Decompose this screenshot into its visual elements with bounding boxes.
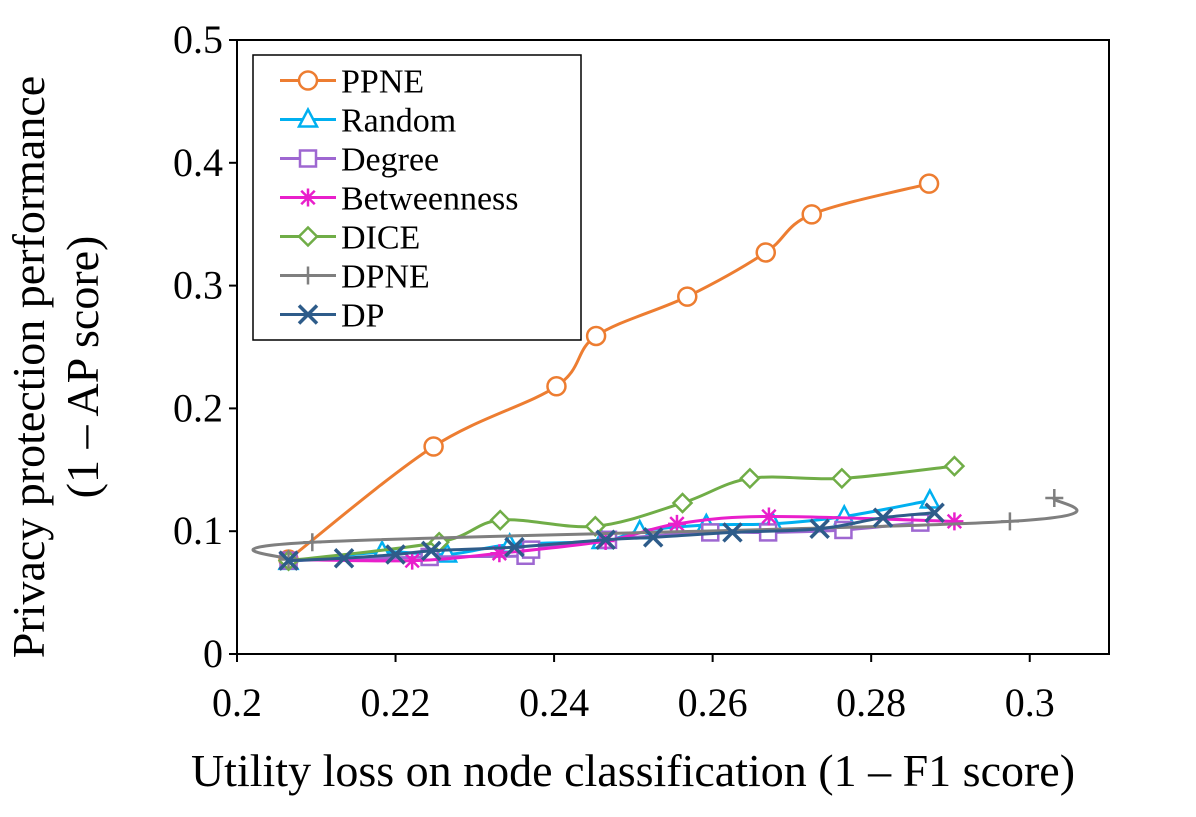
data-point-degree xyxy=(911,513,930,532)
y-axis-title: Privacy protection performance (1 – AP s… xyxy=(3,76,108,658)
data-point-betweenness xyxy=(667,514,686,533)
legend-marker-ppne xyxy=(297,70,319,91)
data-point-ppne xyxy=(801,204,822,225)
legend-label-dp: DP xyxy=(341,298,384,335)
legend-marker-betweenness xyxy=(299,188,317,207)
legend-label-dice: DICE xyxy=(341,220,420,257)
data-point-dp xyxy=(872,507,894,528)
legend-label-betweenness: Betweenness xyxy=(341,181,519,218)
legend-marker-dice xyxy=(297,225,319,248)
legend-entry-ppne: PPNE xyxy=(280,64,424,101)
data-point-dp xyxy=(385,544,406,565)
y-tick-label: 0.5 xyxy=(173,17,223,62)
x-tick-label: 0.3 xyxy=(1005,680,1055,725)
data-point-dp xyxy=(924,502,945,524)
data-point-betweenness xyxy=(759,507,778,526)
data-point-dice xyxy=(489,509,511,531)
plot-frame xyxy=(236,39,1110,655)
legend-marker-random xyxy=(296,106,320,128)
legend-marker-dpne xyxy=(299,266,317,285)
data-point-dpne xyxy=(303,533,322,552)
data-point-dice xyxy=(584,515,607,538)
series xyxy=(251,173,1079,572)
legend-marker-dp xyxy=(297,304,319,325)
data-point-dpne xyxy=(1000,512,1019,531)
x-axis-title: Utility loss on node classification (1 –… xyxy=(191,745,1075,796)
data-point-dp xyxy=(420,540,442,562)
y-tick-label: 0.3 xyxy=(173,263,223,308)
series-line-dpne xyxy=(251,496,1079,561)
x-tick-label: 0.2 xyxy=(212,680,262,725)
data-point-dp xyxy=(722,522,743,543)
y-tick-label: 0.1 xyxy=(173,508,223,553)
legend-entry-betweenness: Betweenness xyxy=(280,181,519,218)
series-ppne xyxy=(278,173,940,570)
data-point-betweenness xyxy=(490,544,509,563)
data-point-ppne xyxy=(755,242,776,263)
legend-label-random: Random xyxy=(341,103,456,140)
y-tick-label: 0 xyxy=(203,631,223,676)
data-point-dp xyxy=(333,547,355,569)
legend-entry-dpne: DPNE xyxy=(280,259,430,296)
data-point-dice xyxy=(943,455,966,477)
data-point-ppne xyxy=(918,173,940,194)
legend-entry-dp: DP xyxy=(280,298,384,335)
legend-entry-degree: Degree xyxy=(280,142,439,179)
x-tick-label: 0.22 xyxy=(361,680,431,725)
data-point-dp xyxy=(809,518,830,539)
data-point-dice xyxy=(831,467,853,490)
data-point-dp xyxy=(278,550,299,571)
legend-label-dpne: DPNE xyxy=(341,259,430,296)
data-point-ppne xyxy=(423,436,444,457)
legend-marker-degree xyxy=(298,149,318,168)
x-tick-label: 0.24 xyxy=(519,680,589,725)
legend-entry-dice: DICE xyxy=(280,220,420,257)
y-ticks: 0 0.1 0.2 0.3 0.4 0.5 xyxy=(173,17,237,676)
y-tick-label: 0.2 xyxy=(173,385,223,430)
legend-label-ppne: PPNE xyxy=(341,64,424,101)
data-point-ppne xyxy=(585,325,607,347)
data-point-dpne xyxy=(1045,489,1064,508)
data-point-random xyxy=(918,487,941,509)
legend-entry-random: Random xyxy=(280,103,456,140)
x-tick-label: 0.28 xyxy=(836,680,906,725)
data-point-betweenness xyxy=(945,512,964,531)
y-axis-title-line-2: (1 – AP score) xyxy=(57,236,108,499)
data-point-ppne xyxy=(677,286,698,307)
y-tick-label: 0.4 xyxy=(173,140,223,185)
series-dp xyxy=(278,502,945,571)
data-point-dice xyxy=(739,467,761,490)
data-point-dp xyxy=(595,529,616,551)
x-ticks: 0.2 0.22 0.24 0.26 0.28 0.3 xyxy=(212,654,1055,725)
data-point-ppne xyxy=(546,376,567,397)
data-point-dp xyxy=(504,536,525,558)
data-point-dice xyxy=(671,492,694,514)
x-tick-label: 0.26 xyxy=(678,680,748,725)
data-point-dp xyxy=(642,527,664,548)
legend-label-degree: Degree xyxy=(341,142,439,179)
data-point-betweenness xyxy=(403,551,422,570)
axes xyxy=(236,39,1110,655)
y-axis-title-line-1: Privacy protection performance xyxy=(3,76,54,658)
